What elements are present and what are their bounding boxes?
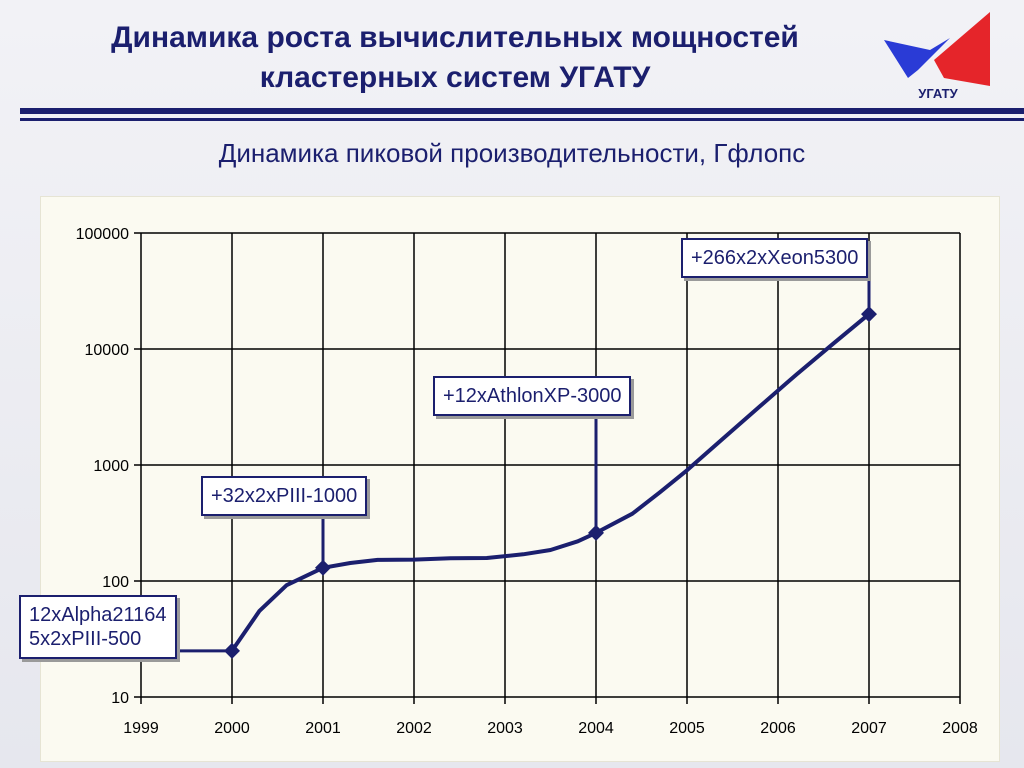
x-tick-label: 2002 (396, 720, 432, 737)
logo-text: УГАТУ (918, 86, 958, 101)
x-tick-label: 1999 (123, 720, 159, 737)
x-tick-label: 2007 (851, 720, 887, 737)
y-tick-label: 10000 (85, 342, 130, 359)
annotation-xeon5300: +266x2xXeon5300 (681, 238, 869, 278)
header-divider-thick (20, 108, 1024, 114)
chart-panel: 1999 2000 2001 2002 2003 2004 2005 2006 2007 2008… (19, 196, 1000, 762)
series-line (230, 312, 871, 653)
y-tick-label: 100000 (76, 226, 129, 243)
university-logo (884, 12, 990, 86)
x-tick-label: 2001 (305, 720, 341, 737)
y-tick-label: 10 (111, 690, 129, 707)
annotation-line: +32x2xPIII-1000 (211, 485, 358, 507)
data-point-marker (315, 559, 331, 576)
logo-red-sail-icon (934, 12, 990, 86)
annotation-pIII-1000: +32x2xPIII-1000 (201, 476, 368, 516)
annotation-line: 5x2xPIII-500 (29, 628, 142, 650)
x-tick-label: 2003 (487, 720, 523, 737)
annotation-athlonxp: +12xAthlonXP-3000 (433, 376, 632, 416)
y-tick-label: 1000 (93, 458, 129, 475)
y-tick-label: 100 (102, 574, 129, 591)
page-title: Динамика роста вычислительных мощностей … (0, 18, 910, 98)
page-title-line-2: кластерных систем УГАТУ (259, 61, 651, 94)
x-tick-label: 2000 (214, 720, 250, 737)
annotation-line: +266x2xXeon5300 (691, 247, 859, 269)
data-point-marker (224, 642, 240, 659)
annotation-line: +12xAthlonXP-3000 (443, 385, 622, 407)
header-divider-thin (20, 118, 1024, 121)
x-tick-label: 2005 (669, 720, 705, 737)
x-tick-label: 2006 (760, 720, 796, 737)
data-point-marker (588, 524, 604, 541)
annotation-alpha-pIII: 12xAlpha21164 5x2xPIII-500 (19, 595, 177, 659)
page-title-line-1: Динамика роста вычислительных мощностей (111, 21, 799, 54)
data-point-marker (861, 306, 877, 323)
x-tick-label: 2004 (578, 720, 614, 737)
x-tick-label: 2008 (942, 720, 978, 737)
annotation-line: 12xAlpha21164 (29, 604, 167, 626)
chart-title: Динамика пиковой производительности, Гфл… (218, 138, 806, 168)
logo-blue-wing-icon (884, 38, 950, 78)
chart-plot: 1999 2000 2001 2002 2003 2004 2005 2006 2007 2008… (76, 226, 978, 737)
